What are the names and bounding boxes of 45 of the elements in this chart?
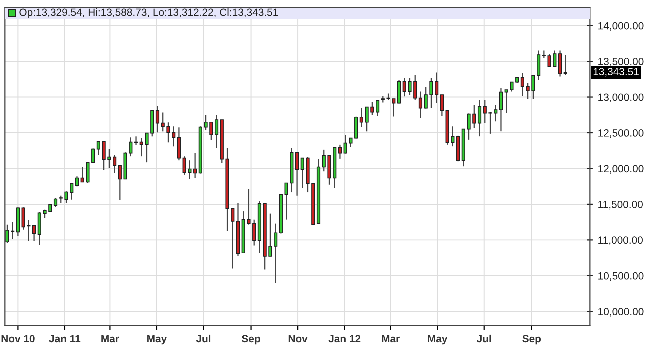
candlestick xyxy=(194,152,198,179)
candlestick xyxy=(75,176,80,188)
candlestick xyxy=(113,154,117,174)
y-tick-label: 14,000.00 xyxy=(598,22,644,31)
y-tick-label: 12,000.00 xyxy=(598,165,644,174)
candlestick xyxy=(96,140,100,156)
candlestick xyxy=(478,99,482,138)
x-tick-label: Jan 11 xyxy=(49,335,81,343)
x-tick-label: Mar xyxy=(382,335,400,343)
candlestick xyxy=(499,88,504,132)
x-tick-label: Nov xyxy=(288,335,308,343)
candlestick xyxy=(177,127,182,162)
candlestick xyxy=(156,106,160,134)
candlestick xyxy=(32,225,36,242)
candlestick xyxy=(418,91,423,119)
y-tick-label: 13,000.00 xyxy=(598,94,644,102)
text: 13,343.51 xyxy=(594,68,639,77)
candlestick xyxy=(558,50,562,78)
y-tick-label: 12,500.00 xyxy=(598,130,644,138)
candlestick xyxy=(295,152,300,196)
y-tick-label: 10,000.00 xyxy=(598,308,644,317)
x-tick-label: May xyxy=(428,335,448,345)
candlestick xyxy=(376,100,380,117)
candlestick xyxy=(134,136,138,146)
candlestick xyxy=(397,80,402,104)
x-tick-label: Jan 12 xyxy=(328,335,361,343)
y-tick-label: 11,500.00 xyxy=(598,200,643,210)
candlestick xyxy=(360,108,364,128)
x-tick-label: Jul xyxy=(196,334,211,343)
candlestick xyxy=(440,94,444,117)
y-tick-label: 13,500.00 xyxy=(598,58,644,67)
x-tick-label: Nov 10 xyxy=(2,335,35,343)
y-tick-label: 10,500.00 xyxy=(598,272,644,282)
y-tick-label: 11,000.00 xyxy=(598,236,643,246)
annotation: Op:13,329.54, Hi:13,588.73, Lo:13,312.22, Cl:13,343.51 xyxy=(20,8,278,18)
x-tick-label: Sep xyxy=(242,335,260,345)
candlestick xyxy=(520,72,525,97)
x-tick-label: Mar xyxy=(102,335,120,343)
x-tick-label: Jul xyxy=(477,334,492,343)
candlestick xyxy=(537,50,541,81)
candlestick xyxy=(338,144,342,160)
candlestick xyxy=(214,114,219,149)
candlestick xyxy=(274,223,278,284)
x-tick-label: May xyxy=(148,335,168,345)
x-tick-label: Sep xyxy=(522,335,542,345)
